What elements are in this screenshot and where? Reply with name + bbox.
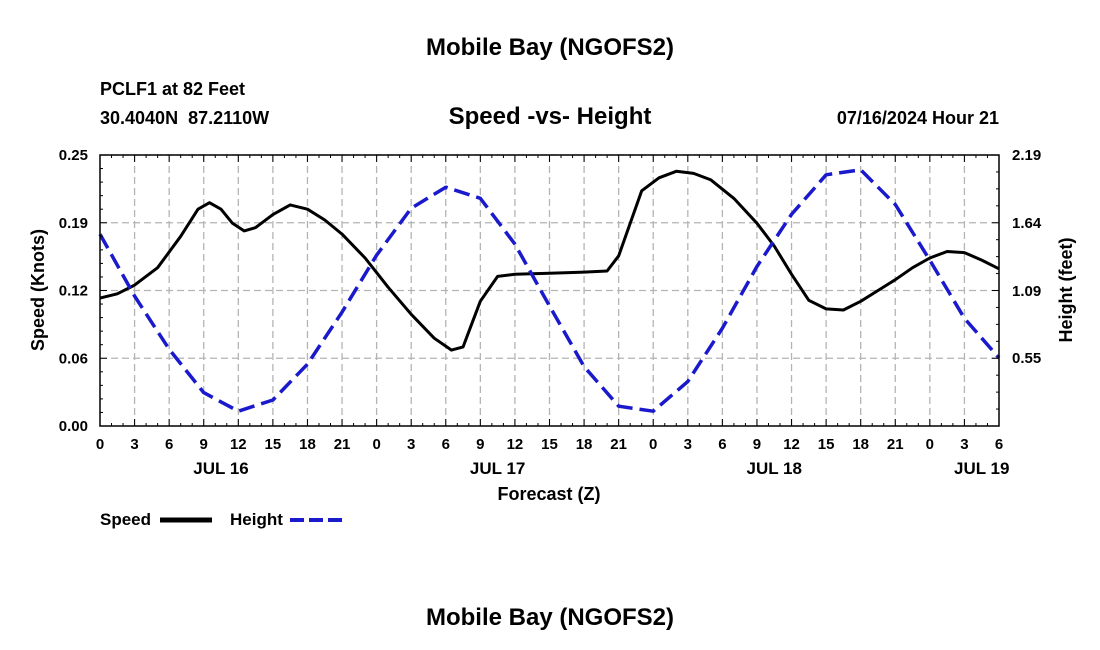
x-tick-label: 21 <box>887 436 904 453</box>
y-tick-label: 0.12 <box>59 283 88 300</box>
y2-tick-label: 1.09 <box>1012 283 1041 300</box>
date-label: JUL 18 <box>747 459 802 478</box>
y2-tick-label: 2.19 <box>1012 147 1041 164</box>
y2-axis-title: Height (feet) <box>1056 238 1076 343</box>
footer-title: Mobile Bay (NGOFS2) <box>426 604 674 631</box>
x-tick-label: 9 <box>753 436 761 453</box>
x-tick-label: 6 <box>718 436 726 453</box>
x-tick-label: 12 <box>507 436 524 453</box>
date-label: JUL 17 <box>470 459 525 478</box>
axis-ticks: 0 3 6 9 12 15 18 21 0 3 6 9 12 15 18 21 0 3 6 9 12 15 18 21 0 3 6 J… <box>59 147 1042 478</box>
x-tick-label: 18 <box>299 436 316 453</box>
legend-height-label: Height <box>230 510 283 529</box>
x-tick-label: 0 <box>372 436 380 453</box>
chart-title: Mobile Bay (NGOFS2) <box>426 34 674 61</box>
x-tick-label: 0 <box>649 436 657 453</box>
y2-tick-label: 0.55 <box>1012 350 1041 367</box>
date-label: JUL 19 <box>954 459 1009 478</box>
grid-lines <box>100 154 999 426</box>
legend: Speed Height <box>100 510 342 529</box>
x-tick-label: 0 <box>96 436 104 453</box>
x-tick-label: 12 <box>230 436 247 453</box>
x-tick-label: 6 <box>165 436 173 453</box>
forecast-datetime: 07/16/2024 Hour 21 <box>837 108 999 128</box>
x-tick-label: 15 <box>265 436 282 453</box>
x-tick-label: 9 <box>200 436 208 453</box>
x-tick-label: 6 <box>995 436 1003 453</box>
x-tick-label: 21 <box>334 436 351 453</box>
y-tick-label: 0.25 <box>59 147 88 164</box>
series-lines <box>98 168 1001 413</box>
x-tick-label: 0 <box>926 436 934 453</box>
height-series-line <box>98 168 1001 413</box>
x-tick-label: 9 <box>476 436 484 453</box>
date-label: JUL 16 <box>193 459 248 478</box>
x-tick-label: 12 <box>783 436 800 453</box>
y-tick-label: 0.00 <box>59 418 88 435</box>
x-tick-label: 6 <box>442 436 450 453</box>
x-tick-label: 3 <box>960 436 968 453</box>
y-tick-label: 0.06 <box>59 350 88 367</box>
legend-speed-label: Speed <box>100 510 151 529</box>
x-axis-title: Forecast (Z) <box>497 484 600 504</box>
x-tick-label: 21 <box>610 436 627 453</box>
x-tick-label: 15 <box>541 436 558 453</box>
x-tick-label: 3 <box>130 436 138 453</box>
x-tick-label: 3 <box>684 436 692 453</box>
x-tick-label: 18 <box>852 436 869 453</box>
station-label: PCLF1 at 82 Feet <box>100 79 245 99</box>
y2-tick-label: 1.64 <box>1012 215 1042 232</box>
y-axis-title: Speed (Knots) <box>28 229 48 351</box>
coordinates-label: 30.4040N 87.2110W <box>100 108 269 128</box>
x-tick-label: 15 <box>818 436 835 453</box>
x-tick-label: 3 <box>407 436 415 453</box>
y-tick-label: 0.19 <box>59 215 88 232</box>
x-tick-label: 18 <box>576 436 593 453</box>
chart-subtitle: Speed -vs- Height <box>449 103 652 130</box>
